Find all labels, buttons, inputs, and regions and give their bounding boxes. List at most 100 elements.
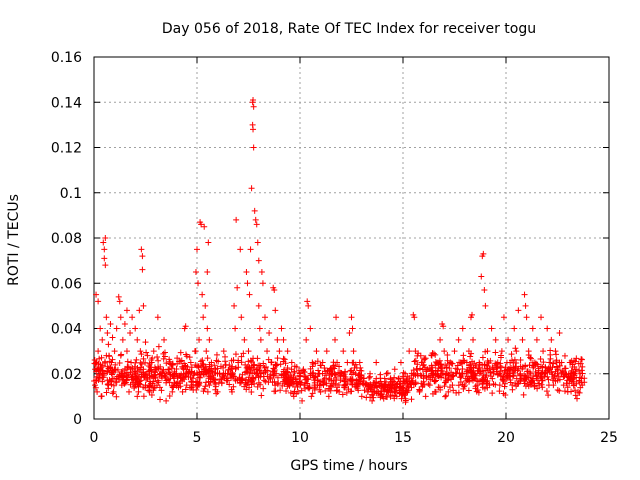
band-point	[109, 356, 116, 363]
band-point	[243, 368, 250, 375]
band-point	[275, 380, 282, 387]
band-point	[479, 379, 486, 386]
data-point	[412, 348, 419, 355]
band-point	[417, 352, 424, 359]
band-point	[578, 367, 585, 374]
band-point	[177, 349, 184, 356]
band-point	[502, 391, 509, 398]
band-point	[486, 365, 493, 372]
band-point	[443, 392, 450, 399]
data-point	[173, 370, 180, 377]
data-point	[187, 359, 194, 366]
band-point	[517, 376, 524, 383]
band-point	[201, 385, 208, 392]
band-point	[553, 357, 560, 364]
data-point	[332, 336, 339, 343]
data-point	[463, 359, 470, 366]
data-point	[321, 375, 328, 382]
data-point	[203, 348, 210, 355]
band-point	[248, 389, 255, 396]
band-point	[343, 389, 350, 396]
data-point	[447, 359, 454, 366]
band-point	[114, 366, 121, 373]
band-point	[352, 361, 359, 368]
band-point	[353, 364, 360, 371]
data-point	[550, 382, 557, 389]
band-point	[322, 387, 329, 394]
data-point	[146, 388, 153, 395]
data-point	[282, 370, 289, 377]
band-point	[243, 386, 250, 393]
data-point	[264, 348, 271, 355]
data-point	[212, 366, 219, 373]
band-point	[168, 365, 175, 372]
data-point	[93, 359, 100, 366]
band-point	[255, 379, 262, 386]
data-point	[93, 291, 100, 298]
data-point	[154, 314, 161, 321]
data-point	[117, 314, 124, 321]
band-point	[163, 360, 170, 367]
data-point	[538, 314, 545, 321]
band-point	[307, 370, 314, 377]
band-point	[464, 376, 471, 383]
data-point	[581, 375, 588, 382]
band-point	[363, 394, 370, 401]
band-point	[211, 369, 218, 376]
data-point	[97, 325, 104, 332]
data-point	[290, 393, 297, 400]
data-point	[139, 253, 146, 260]
band-point	[104, 377, 111, 384]
band-point	[331, 370, 338, 377]
data-point	[406, 348, 413, 355]
data-point	[185, 370, 192, 377]
band-point	[261, 364, 268, 371]
band-point	[537, 355, 544, 362]
band-point	[319, 378, 326, 385]
band-point	[213, 357, 220, 364]
band-point	[186, 384, 193, 391]
data-point	[418, 359, 425, 366]
data-point	[195, 280, 202, 287]
data-point	[480, 250, 487, 257]
band-point	[550, 360, 557, 367]
band-point	[258, 392, 265, 399]
band-point	[353, 380, 360, 387]
band-point	[556, 387, 563, 394]
band-point	[460, 385, 467, 392]
data-point	[304, 298, 311, 305]
data-point	[128, 359, 135, 366]
band-point	[162, 373, 169, 380]
band-point	[497, 372, 504, 379]
x-axis-label: GPS time / hours	[290, 458, 407, 474]
band-point	[411, 358, 418, 365]
data-point	[560, 382, 567, 389]
band-point	[292, 384, 299, 391]
data-point	[334, 359, 341, 366]
data-point	[420, 375, 427, 382]
band-point	[249, 377, 256, 384]
data-point	[362, 382, 369, 389]
data-point	[256, 325, 263, 332]
band-point	[568, 367, 575, 374]
data-point	[216, 370, 223, 377]
band-point	[270, 365, 277, 372]
band-point	[296, 379, 303, 386]
data-point	[144, 352, 151, 359]
data-point	[414, 370, 421, 377]
data-point	[196, 336, 203, 343]
data-point	[408, 375, 415, 382]
data-point	[356, 359, 363, 366]
band-point	[170, 383, 177, 390]
data-point	[404, 382, 411, 389]
band-point	[104, 369, 111, 376]
band-point	[474, 386, 481, 393]
band-point	[281, 356, 288, 363]
band-point	[109, 390, 116, 397]
data-point	[527, 370, 534, 377]
data-point	[99, 336, 106, 343]
band-point	[421, 355, 428, 362]
band-point	[511, 367, 518, 374]
band-point	[285, 379, 292, 386]
data-point	[139, 266, 146, 273]
